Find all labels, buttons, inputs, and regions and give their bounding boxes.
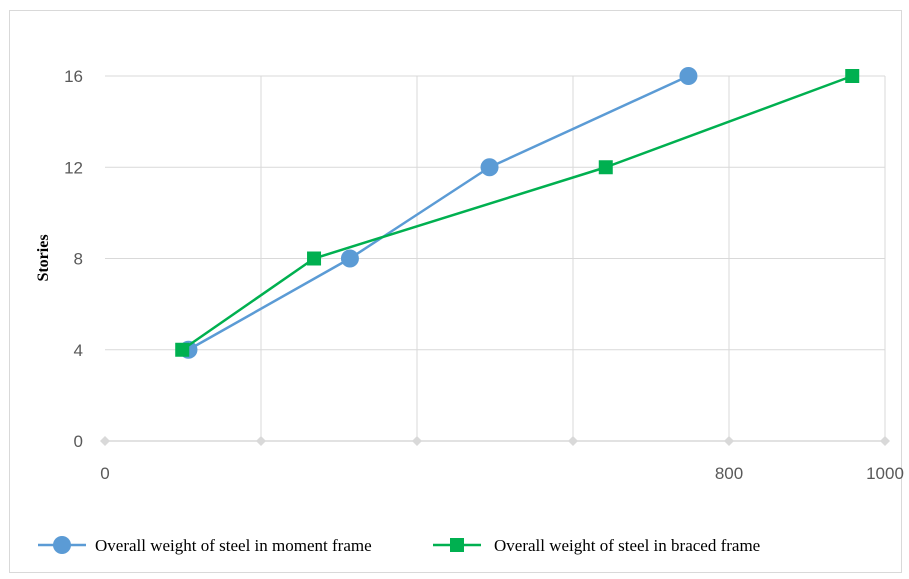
braced-frame-point: [175, 342, 190, 357]
series-layer: [175, 67, 860, 359]
y-tick-label: 4: [74, 341, 83, 360]
x-axis-diamond-marker: [880, 436, 890, 446]
chart-frame: [9, 10, 902, 573]
moment-frame-point: [340, 249, 359, 268]
series-line-2: [181, 74, 853, 351]
braced-frame-point: [598, 160, 613, 175]
y-axis-title: Stories: [35, 234, 52, 281]
axes: 0 4 8 12 16 0 800 1000: [64, 67, 904, 483]
y-tick-label: 8: [74, 250, 83, 269]
series-line-1: [187, 74, 689, 351]
braced-frame-point: [845, 69, 860, 83]
x-axis-diamond-marker: [100, 436, 110, 446]
moment-frame-point: [480, 158, 499, 177]
moment-frame-point: [679, 67, 698, 85]
x-axis-diamond-marker: [568, 436, 578, 446]
x-tick-label: 1000: [866, 464, 904, 483]
x-tick-label: 0: [100, 464, 109, 483]
legend-circle-marker: [53, 536, 71, 554]
x-axis-diamond-marker: [724, 436, 734, 446]
gridlines: [105, 75, 886, 441]
legend-label-1: Overall weight of steel in moment frame: [95, 536, 372, 555]
x-axis-diamond-marker: [256, 436, 266, 446]
y-tick-label: 0: [74, 432, 83, 451]
legend: Overall weight of steel in moment frame O…: [38, 536, 760, 555]
y-tick-label: 16: [64, 67, 83, 86]
legend-square-marker: [450, 538, 464, 552]
braced-frame-point: [307, 251, 322, 266]
legend-label-2: Overall weight of steel in braced frame: [494, 536, 760, 555]
x-tick-label: 800: [715, 464, 743, 483]
y-tick-label: 12: [64, 158, 83, 177]
x-axis-diamond-marker: [412, 436, 422, 446]
